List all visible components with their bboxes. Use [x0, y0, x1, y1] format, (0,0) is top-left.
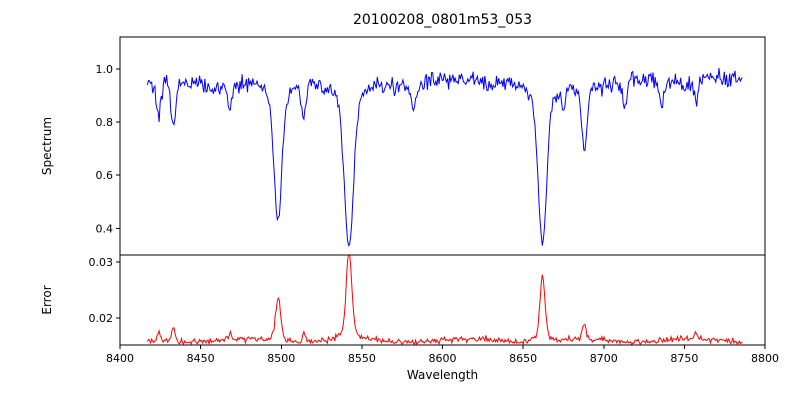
panel-border-error	[119, 254, 766, 346]
error-line	[146, 255, 743, 345]
y-tick-label: 0.6	[96, 169, 114, 182]
x-tick-label: 8550	[348, 352, 376, 365]
x-tick-label: 8700	[590, 352, 618, 365]
y-tick-label: 0.4	[96, 222, 114, 235]
x-tick-label: 8600	[429, 352, 457, 365]
y-tick-label: 0.02	[89, 312, 114, 325]
y-tick-label: 0.8	[96, 116, 114, 129]
x-tick-label: 8450	[187, 352, 215, 365]
x-tick-label: 8400	[106, 352, 134, 365]
x-axis-label: Wavelength	[406, 368, 479, 382]
y-tick-label: 1.0	[96, 63, 114, 76]
y-axis-label-error: Error	[40, 285, 54, 315]
y-tick-label: 0.03	[89, 256, 114, 269]
x-tick-label: 8800	[751, 352, 779, 365]
chart-title: 20100208_0801m53_053	[352, 12, 533, 28]
x-tick-label: 8750	[670, 352, 698, 365]
y-axis-label-spectrum: Spectrum	[40, 116, 54, 176]
x-tick-label: 8650	[509, 352, 537, 365]
x-tick-label: 8500	[267, 352, 295, 365]
panel-border-spectrum	[119, 36, 766, 256]
spectrum-line	[146, 67, 743, 247]
